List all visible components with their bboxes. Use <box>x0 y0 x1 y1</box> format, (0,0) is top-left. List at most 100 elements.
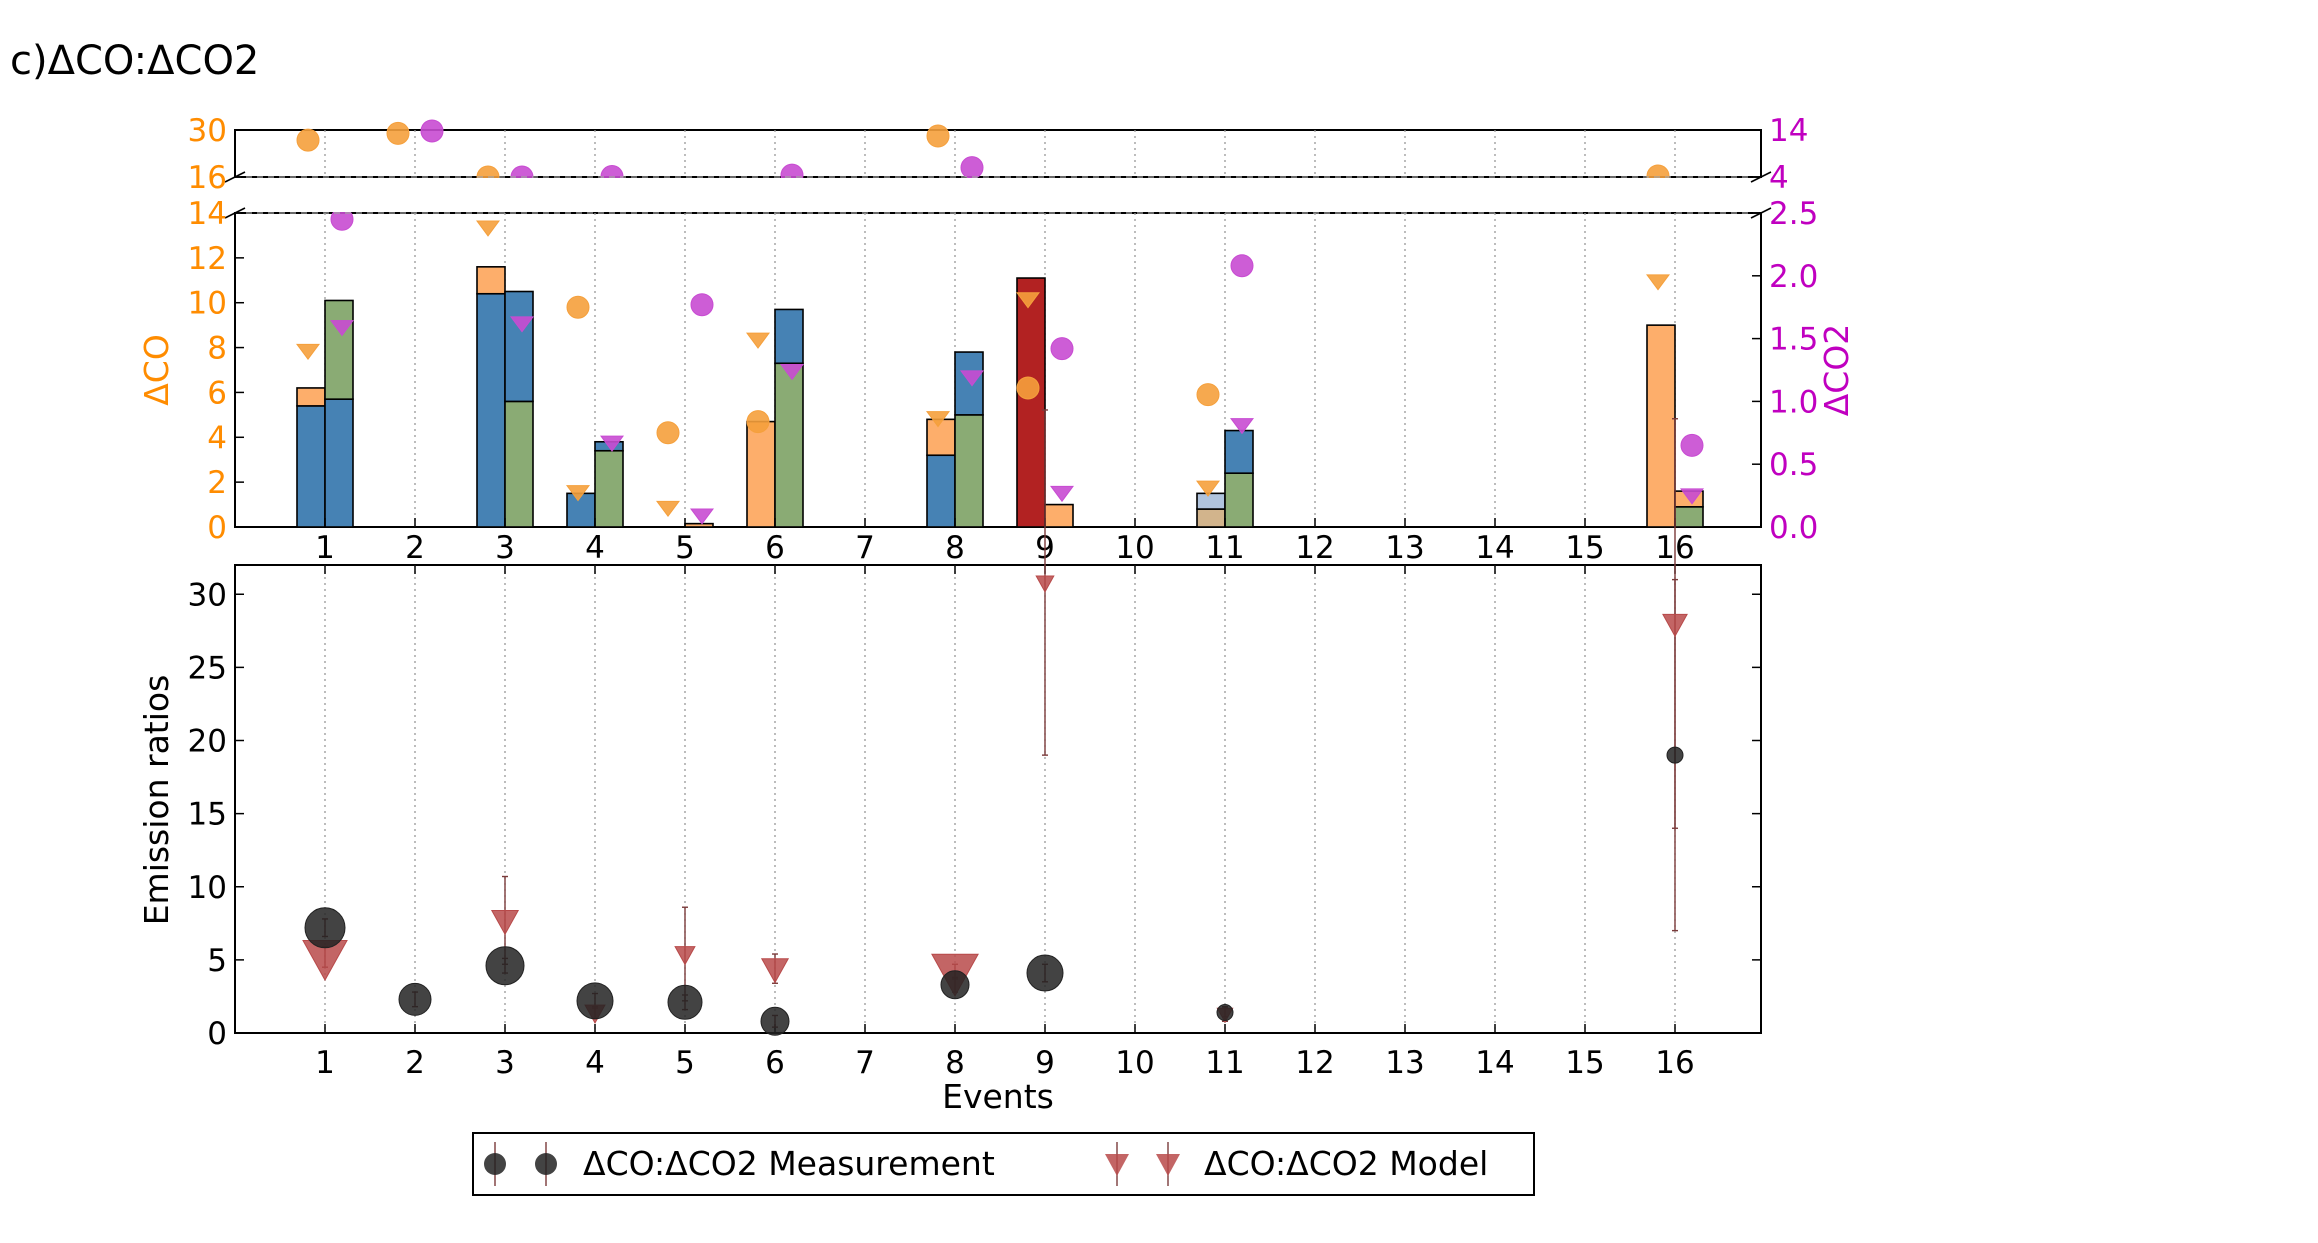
model-point <box>1035 575 1055 593</box>
model-point <box>490 909 520 936</box>
bar-segment <box>1196 492 1226 510</box>
x-tick-label: 2 <box>405 530 425 566</box>
top-upper-frame <box>234 129 1762 178</box>
x-tick-label: 8 <box>945 1045 965 1081</box>
data-point <box>566 295 590 319</box>
left-tick-label: 16 <box>188 160 227 196</box>
bar-segment <box>774 308 804 365</box>
data-point <box>690 508 714 525</box>
model-point <box>760 958 790 984</box>
bar-segment <box>1646 324 1676 528</box>
measurement-point <box>304 907 346 949</box>
bar-segment <box>926 454 956 528</box>
data-point <box>566 485 590 502</box>
right-tick-label: 0.0 <box>1769 510 1818 546</box>
y-tick-label: 10 <box>188 870 227 906</box>
left-tick-label: 12 <box>188 241 227 277</box>
model-point <box>674 946 696 966</box>
x-tick-label: 4 <box>585 530 605 566</box>
measurement-point <box>1666 746 1684 764</box>
left-tick-label: 0 <box>207 510 227 546</box>
x-tick-label: 14 <box>1475 1045 1514 1081</box>
bar-segment <box>324 299 354 400</box>
x-tick-label: 14 <box>1475 530 1514 566</box>
data-point <box>746 410 770 434</box>
measurement-point <box>1026 954 1064 992</box>
bar-segment <box>324 398 354 528</box>
left-tick-label: 8 <box>207 331 227 367</box>
data-point <box>1230 254 1254 278</box>
data-point <box>1050 337 1074 361</box>
y-axis-label-left: ΔCO <box>137 334 176 406</box>
data-point <box>926 124 950 148</box>
right-tick-label: 0.5 <box>1769 447 1818 483</box>
x-tick-label: 6 <box>765 530 785 566</box>
x-tick-label: 2 <box>405 1045 425 1081</box>
bar-segment <box>594 449 624 528</box>
y-axis-label: Emission ratios <box>137 675 176 926</box>
measurement-point <box>760 1006 790 1036</box>
measurement-point <box>398 982 432 1016</box>
y-tick-label: 15 <box>188 797 227 833</box>
bar-segment <box>1044 503 1074 528</box>
x-tick-label: 1 <box>315 1045 335 1081</box>
left-tick-label: 4 <box>207 420 227 456</box>
model-point <box>1662 613 1688 638</box>
x-tick-label: 5 <box>675 530 695 566</box>
x-tick-label: 10 <box>1115 1045 1154 1081</box>
x-tick-label: 5 <box>675 1045 695 1081</box>
left-tick-label: 2 <box>207 465 227 501</box>
x-tick-label: 4 <box>585 1045 605 1081</box>
measurement-point <box>485 946 525 986</box>
bar-segment <box>296 387 326 407</box>
right-tick-label: 14 <box>1769 113 1808 149</box>
data-point <box>1230 418 1254 435</box>
bar-segment <box>1674 506 1704 528</box>
data-point <box>600 435 624 452</box>
legend-model-marker <box>1105 1154 1129 1176</box>
bar-segment <box>504 400 534 528</box>
x-tick-label: 15 <box>1565 1045 1604 1081</box>
x-tick-label: 8 <box>945 530 965 566</box>
data-point <box>960 156 984 180</box>
bar-segment <box>1224 429 1254 474</box>
y-axis-label-right: ΔCO2 <box>1817 324 1856 417</box>
x-tick-label: 1 <box>315 530 335 566</box>
top-lower-frame <box>234 212 1762 528</box>
bar-segment <box>566 492 596 528</box>
data-point <box>656 500 680 518</box>
data-point <box>296 128 320 152</box>
data-point <box>510 316 534 333</box>
x-axis-label: Events <box>942 1077 1054 1116</box>
right-tick-label: 1.0 <box>1769 384 1818 420</box>
data-point <box>1016 292 1040 309</box>
left-tick-label: 10 <box>188 286 227 322</box>
x-tick-label: 15 <box>1565 530 1604 566</box>
measurement-point <box>667 984 703 1020</box>
bar-segment <box>954 351 984 416</box>
data-point <box>330 320 354 337</box>
bar-segment <box>476 292 506 528</box>
data-point <box>386 121 410 145</box>
bar-segment <box>684 522 714 528</box>
data-point <box>420 119 444 143</box>
left-tick-label: 14 <box>188 196 227 232</box>
data-point <box>296 343 320 361</box>
bar-segment <box>1224 472 1254 528</box>
right-tick-label: 1.5 <box>1769 322 1818 358</box>
data-point <box>476 220 500 237</box>
data-point <box>1196 480 1220 497</box>
legend-frame <box>472 1132 1535 1196</box>
bar-segment <box>504 290 534 403</box>
bar-segment <box>296 405 326 528</box>
data-point <box>656 421 680 445</box>
y-tick-label: 20 <box>188 724 227 760</box>
measurement-point <box>1216 1004 1234 1022</box>
left-tick-label: 6 <box>207 375 227 411</box>
bar-segment <box>926 418 956 457</box>
x-tick-label: 7 <box>855 530 875 566</box>
data-point <box>960 370 984 387</box>
measurement-point <box>576 982 614 1020</box>
